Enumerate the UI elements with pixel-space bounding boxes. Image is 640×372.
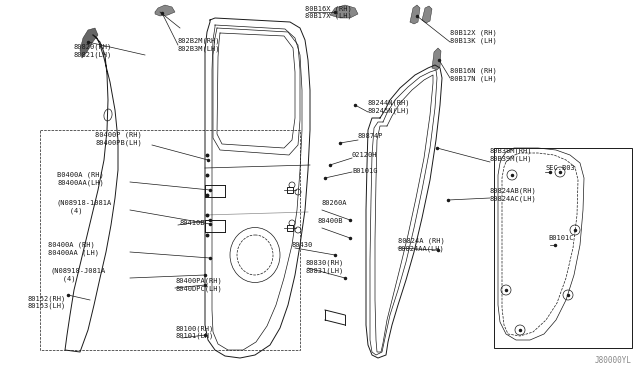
Text: 80B16X (RH)
80B17X (LH): 80B16X (RH) 80B17X (LH)	[305, 5, 352, 19]
Text: 80400P (RH)
80400PB(LH): 80400P (RH) 80400PB(LH)	[95, 132, 141, 146]
Text: 80400PA(RH)
8040DPC(LH): 80400PA(RH) 8040DPC(LH)	[175, 278, 221, 292]
Polygon shape	[330, 5, 358, 18]
Text: 80244N(RH)
80245N(LH): 80244N(RH) 80245N(LH)	[368, 100, 410, 114]
Polygon shape	[80, 28, 98, 58]
Polygon shape	[410, 5, 420, 24]
Text: 80260A: 80260A	[322, 200, 348, 206]
Text: 80B16N (RH)
80B17N (LH): 80B16N (RH) 80B17N (LH)	[450, 68, 497, 82]
Polygon shape	[422, 6, 432, 23]
Text: 80820(RH)
80821(LH): 80820(RH) 80821(LH)	[74, 44, 112, 58]
Text: 802B2M(RH)
802B3M(LH): 802B2M(RH) 802B3M(LH)	[178, 38, 221, 52]
Text: 80152(RH)
80153(LH): 80152(RH) 80153(LH)	[28, 295, 67, 309]
Text: 80830(RH)
80831(LH): 80830(RH) 80831(LH)	[305, 260, 343, 274]
Text: B0101G: B0101G	[352, 168, 378, 174]
Text: 80400A (RH)
80400AA (LH): 80400A (RH) 80400AA (LH)	[48, 242, 99, 256]
Text: 80B38M(RH)
80B39M(LH): 80B38M(RH) 80B39M(LH)	[490, 148, 532, 162]
Text: 80100(RH)
80101(LH): 80100(RH) 80101(LH)	[175, 325, 213, 339]
Text: 80400B: 80400B	[318, 218, 344, 224]
Text: 80430: 80430	[292, 242, 313, 248]
Text: 80824A (RH)
80824AA(LH): 80824A (RH) 80824AA(LH)	[398, 238, 445, 252]
Text: B0101C: B0101C	[548, 235, 573, 241]
Text: 80874P: 80874P	[358, 133, 383, 139]
Text: 02120H: 02120H	[352, 152, 378, 158]
Polygon shape	[155, 5, 175, 16]
Text: 80824AB(RH)
80824AC(LH): 80824AB(RH) 80824AC(LH)	[490, 188, 537, 202]
Text: J80000YL: J80000YL	[595, 356, 632, 365]
Text: 80B12X (RH)
80B13K (LH): 80B12X (RH) 80B13K (LH)	[450, 30, 497, 44]
Text: 80410B: 80410B	[180, 220, 205, 226]
Polygon shape	[432, 48, 441, 70]
Text: B0400A (RH)
80400AA(LH): B0400A (RH) 80400AA(LH)	[57, 172, 104, 186]
Text: SEC.B03: SEC.B03	[545, 165, 575, 171]
Text: (N08918-J081A
   (4): (N08918-J081A (4)	[50, 268, 105, 282]
Text: (N08918-1081A
   (4): (N08918-1081A (4)	[57, 200, 112, 214]
